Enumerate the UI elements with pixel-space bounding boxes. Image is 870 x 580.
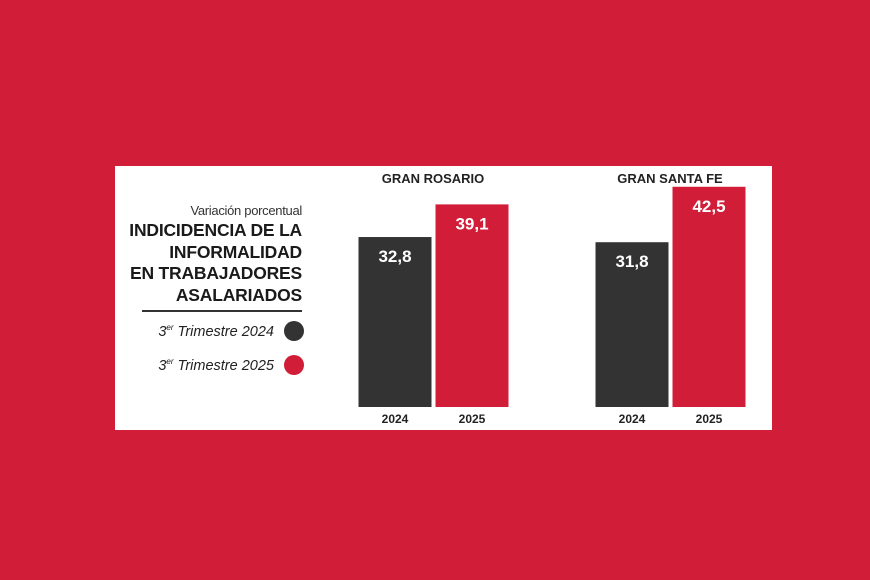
category-label: 2024 [619, 412, 646, 426]
title-line: INDICIDENCIA DE LA [129, 220, 302, 240]
title-divider [142, 310, 302, 312]
bar-chart: GRAN ROSARIO 32,8 2024 39,1 2025 GRAN SANTA F… [358, 171, 746, 426]
title-line: EN TRABAJADORES [129, 263, 302, 283]
chart-subtitle: Variación porcentual [190, 203, 302, 218]
category-label: 2024 [382, 412, 409, 426]
group-title: GRAN ROSARIO [382, 171, 485, 186]
bar-value-label: 39,1 [455, 214, 488, 233]
legend-item-2025: 3er Trimestre 2025 [158, 354, 304, 376]
title-line: ASALARIADOS [175, 284, 302, 305]
chart-title: INDICIDENCIA DE LA INFORMALIDAD EN TRABA… [129, 220, 302, 306]
legend-item-2024: 3er Trimestre 2024 [158, 320, 304, 342]
group-title: GRAN SANTA FE [617, 171, 723, 186]
bar-value-label: 42,5 [692, 197, 725, 216]
legend-label: 3er Trimestre 2025 [158, 356, 274, 374]
bar-2025 [672, 186, 746, 407]
bar-2024 [595, 242, 669, 407]
category-label: 2025 [459, 412, 486, 426]
legend-dot-2025 [284, 355, 304, 375]
legend-dot-2024 [284, 321, 304, 341]
bar-2024 [358, 237, 432, 407]
legend-label: 3er Trimestre 2024 [158, 322, 274, 340]
bar-value-label: 31,8 [615, 252, 648, 271]
bar-2025 [435, 204, 509, 407]
category-label: 2025 [696, 412, 723, 426]
bar-value-label: 32,8 [378, 247, 411, 266]
title-line: INFORMALIDAD [169, 241, 302, 262]
infographic-panel: Variación porcentual INDICIDENCIA DE LA … [115, 166, 772, 430]
